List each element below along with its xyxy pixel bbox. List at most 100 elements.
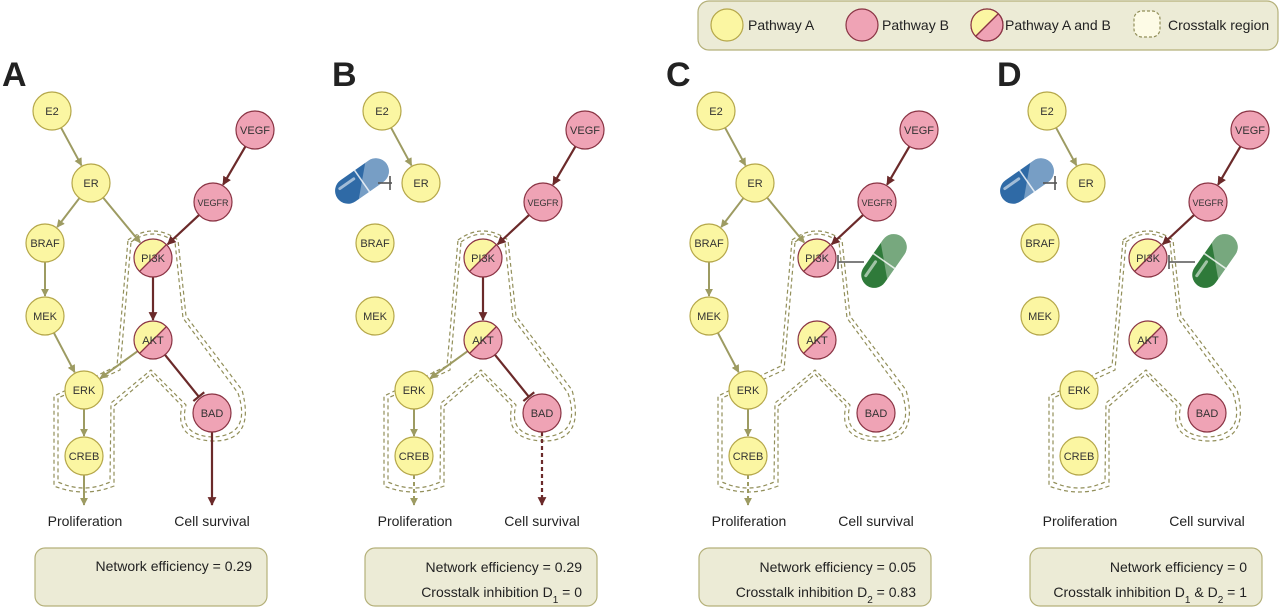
node-label: VEGFR (527, 198, 559, 208)
node-bad: BAD (856, 393, 896, 433)
outcome-proliferation: Proliferation (378, 513, 453, 529)
node-e2: E2 (32, 91, 72, 131)
node-label: PI3K (1136, 253, 1161, 265)
crosstalk-region (383, 230, 576, 493)
node-label: VEGF (570, 125, 600, 137)
legend-label: Pathway A (748, 17, 815, 33)
edge (496, 214, 530, 246)
pink-circle-icon (845, 8, 879, 42)
node-akt: AKT (133, 320, 173, 360)
dashed-square-icon (1133, 10, 1161, 38)
drug-capsule-icon (1000, 158, 1054, 204)
node-label: VEGFR (861, 198, 893, 208)
legend-label: Crosstalk region (1168, 17, 1269, 33)
node-label: MEK (363, 311, 388, 323)
node-er: ER (735, 163, 775, 203)
outcome-cell-survival: Cell survival (504, 513, 579, 529)
result-text: Crosstalk inhibition D1 = 0 (421, 584, 582, 606)
node-e2: E2 (1027, 91, 1067, 131)
crosstalk-region (721, 233, 907, 489)
result-text: Network efficiency = 0.05 (759, 559, 916, 575)
legend-label: Pathway B (882, 17, 949, 33)
node-pi3k: PI3K (463, 238, 503, 278)
result-box: Network efficiency = 0.05 Crosstalk inhib… (698, 547, 932, 607)
drug-capsule-icon (861, 234, 907, 288)
edge (724, 127, 747, 167)
node-creb: CREB (728, 436, 768, 476)
outcome-proliferation: Proliferation (48, 513, 123, 529)
node-label: ERK (403, 385, 426, 397)
drug-capsule-icon (1192, 234, 1238, 288)
crosstalk-region (1052, 233, 1238, 489)
crosstalk-region (717, 230, 910, 493)
node-creb: CREB (1059, 436, 1099, 476)
panel-a: A E2 ER BRAF MEK ERK CREB VEGF VEGFR PI3K AKT BAD Pr… (2, 56, 275, 607)
panel-d: D E2 ER BRAF MEK ERK CREB VEGF VEGFR PI3K AKT BAD Pr… (997, 56, 1270, 607)
node-label: BRAF (30, 238, 60, 250)
edge (1055, 127, 1078, 167)
panel-letter: C (666, 56, 691, 94)
node-bad: BAD (1187, 393, 1227, 433)
legend-item-pathway-a-and-b: Pathway A and B (970, 8, 1111, 42)
drug-capsule-icon (335, 158, 389, 204)
crosstalk-region (53, 230, 246, 493)
result-text: Crosstalk inhibition D1 & D2 = 1 (1053, 584, 1247, 606)
node-label: CREB (1064, 451, 1095, 463)
node-akt: AKT (1128, 320, 1168, 360)
node-vegfr: VEGFR (857, 182, 897, 222)
node-vegf: VEGF (235, 110, 275, 150)
node-er: ER (1066, 163, 1106, 203)
node-label: E2 (709, 106, 722, 118)
result-box: Network efficiency = 0.29 Crosstalk inhib… (364, 547, 598, 607)
node-label: BAD (1196, 408, 1219, 420)
crosstalk-region (387, 233, 573, 489)
crosstalk-region (1048, 230, 1241, 493)
node-mek: MEK (25, 296, 65, 336)
node-erk: ERK (728, 370, 768, 410)
node-label: ER (83, 178, 98, 190)
edge (52, 332, 76, 374)
panel-letter: A (2, 56, 27, 94)
node-er: ER (71, 163, 111, 203)
node-e2: E2 (362, 91, 402, 131)
node-label: ERK (1068, 385, 1091, 397)
outcome-cell-survival: Cell survival (174, 513, 249, 529)
result-box: Network efficiency = 0 Crosstalk inhibiti… (1029, 547, 1263, 607)
edge (716, 332, 740, 374)
node-label: E2 (45, 106, 58, 118)
node-label: MEK (33, 311, 58, 323)
node-braf: BRAF (25, 223, 65, 263)
node-bad: BAD (192, 393, 232, 433)
edge (830, 214, 864, 246)
node-pi3k: PI3K (797, 238, 837, 278)
node-label: BAD (201, 408, 224, 420)
inhibition-bar (192, 391, 205, 402)
node-label: E2 (1040, 106, 1053, 118)
node-label: VEGFR (1192, 198, 1224, 208)
node-label: BRAF (360, 238, 390, 250)
node-label: PI3K (805, 253, 830, 265)
node-braf: BRAF (355, 223, 395, 263)
edge (102, 197, 142, 244)
node-label: PI3K (141, 253, 166, 265)
node-erk: ERK (394, 370, 434, 410)
node-label: AKT (1137, 335, 1159, 347)
panel-c: C E2 ER BRAF MEK ERK CREB VEGF VEGFR PI3K AKT BAD Pr… (666, 56, 939, 607)
node-bad: BAD (522, 393, 562, 433)
node-label: ER (747, 178, 762, 190)
node-label: VEGFR (197, 198, 229, 208)
node-label: AKT (142, 335, 164, 347)
node-erk: ERK (64, 370, 104, 410)
node-label: ERK (737, 385, 760, 397)
outcome-proliferation: Proliferation (712, 513, 787, 529)
edge (429, 350, 469, 380)
node-label: BAD (865, 408, 888, 420)
panel-letter: D (997, 56, 1022, 94)
node-akt: AKT (797, 320, 837, 360)
edge (552, 145, 577, 186)
node-label: ER (413, 178, 428, 190)
panel-letter: B (332, 56, 357, 94)
node-vegfr: VEGFR (523, 182, 563, 222)
legend-item-pathway-b: Pathway B (845, 8, 949, 42)
